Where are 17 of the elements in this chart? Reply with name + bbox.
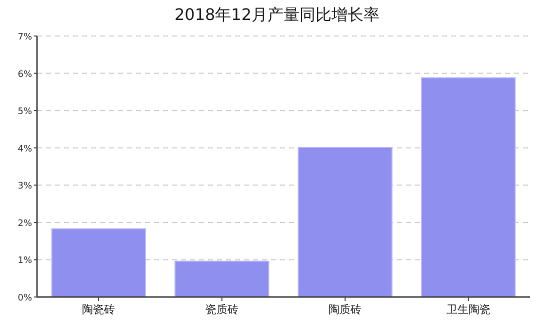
chart-title: 2018年12月产量同比增长率 [174, 5, 380, 24]
y-tick-label: 7% [18, 32, 32, 42]
bar [298, 146, 392, 298]
bar [174, 260, 270, 298]
x-tick-label: 卫生陶瓷 [446, 303, 490, 316]
y-tick-label: 3% [18, 182, 32, 192]
y-tick-label: 6% [18, 70, 32, 80]
x-tick-label: 陶质砖 [328, 303, 362, 316]
y-tick-label: 4% [18, 144, 32, 154]
y-tick-label: 2% [18, 218, 32, 229]
y-tick-label: 1% [18, 256, 32, 266]
bar [51, 228, 146, 298]
x-tick-label: 瓷质砖 [205, 303, 238, 316]
x-tick-label: 陶瓷砖 [82, 303, 116, 316]
y-tick-label: 5% [18, 107, 32, 118]
bar [421, 77, 516, 298]
y-tick-label: 0% [18, 294, 32, 304]
